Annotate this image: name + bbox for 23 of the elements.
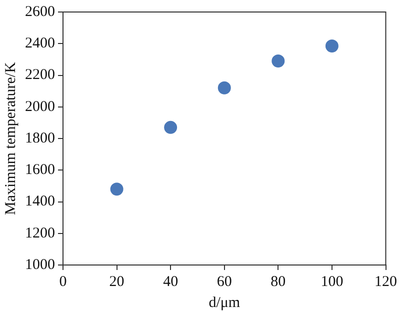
x-tick-label: 20 (109, 274, 124, 290)
x-tick-label: 80 (270, 274, 286, 290)
x-axis-title: d/μm (208, 294, 240, 311)
point (218, 81, 231, 94)
x-tick-label: 0 (59, 274, 67, 290)
y-tick-label: 1400 (25, 194, 55, 210)
y-tick-label: 2600 (25, 4, 55, 20)
x-tick-label: 60 (216, 274, 232, 290)
point (110, 182, 124, 196)
x-tick-label: 40 (163, 274, 178, 290)
y-tick-label: 1800 (25, 130, 55, 146)
x-tick-label: 100 (320, 274, 344, 290)
point (164, 120, 178, 134)
y-tick-label: 2000 (25, 98, 55, 115)
y-tick-label: 1600 (25, 162, 55, 178)
y-tick-label: 1000 (25, 256, 55, 273)
point (272, 54, 285, 68)
y-axis-title: Maximum temperature/K (2, 62, 19, 215)
y-tick-label: 2400 (25, 36, 55, 52)
x-tick-label: 120 (374, 274, 397, 290)
y-tick-label: 2200 (25, 67, 55, 84)
point (325, 39, 338, 52)
y-tick-label: 1200 (25, 225, 55, 242)
